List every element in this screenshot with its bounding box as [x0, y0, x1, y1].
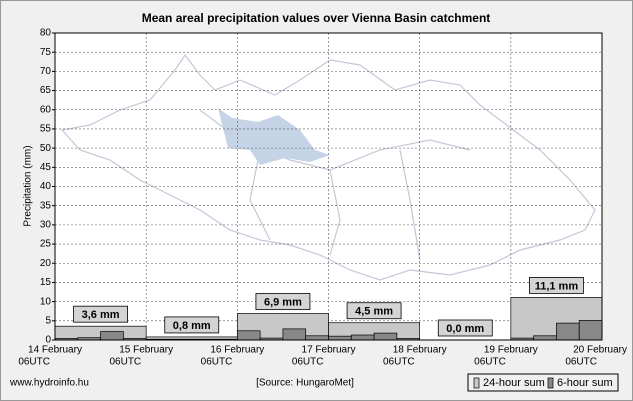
- y-tick-label: 60: [40, 104, 52, 115]
- x-tick-label: 06UTC: [18, 357, 50, 368]
- x-tick-label: 15 February: [119, 345, 173, 356]
- bar-6h: [578, 320, 603, 341]
- legend-swatch: [547, 377, 554, 389]
- x-tick-label: 06UTC: [109, 357, 141, 368]
- value-label: 3,6 mm: [82, 309, 120, 321]
- bar-6h: [350, 334, 375, 341]
- bar-6h: [556, 322, 580, 341]
- value-label-box: [164, 316, 220, 334]
- y-tick-label: 55: [40, 124, 52, 135]
- y-tick-label: 45: [40, 162, 52, 173]
- y-tick-label: 35: [40, 200, 52, 211]
- legend-swatch: [473, 377, 480, 389]
- y-tick-label: 65: [40, 85, 52, 96]
- value-label: 11,1 mm: [535, 280, 579, 292]
- x-tick-label: 06UTC: [474, 357, 506, 368]
- bar-6h: [236, 330, 261, 341]
- value-label-box: [346, 302, 402, 320]
- legend: [467, 373, 619, 392]
- value-label-box: [529, 277, 584, 294]
- x-tick-label: 06UTC: [383, 357, 415, 368]
- x-tick-label: 14 February: [28, 345, 82, 356]
- chart-title: Mean areal precipitation values over Vie…: [142, 11, 491, 25]
- bar-6h: [533, 335, 557, 341]
- legend-label: 24-hour sum: [483, 377, 545, 389]
- x-tick-label: 18 February: [393, 345, 447, 356]
- website: www.hydroinfo.hu: [9, 378, 89, 389]
- x-tick-label: 06UTC: [565, 357, 597, 368]
- x-tick-label: 06UTC: [292, 357, 324, 368]
- y-tick-label: 70: [40, 66, 52, 77]
- source: [Source: HungaroMet]: [256, 378, 354, 389]
- bar-6h: [373, 332, 398, 341]
- y-axis-label: Precipitation (mm): [23, 145, 34, 226]
- x-tick-label: 16 February: [210, 345, 264, 356]
- y-tick-label: 75: [40, 47, 52, 58]
- y-tick-label: 30: [40, 220, 52, 231]
- y-tick-label: 25: [40, 239, 52, 250]
- value-label: 4,5 mm: [355, 306, 393, 318]
- y-tick-label: 10: [40, 296, 52, 307]
- x-tick-label: 19 February: [484, 345, 538, 356]
- y-tick-label: 50: [40, 143, 52, 154]
- value-label-box: [73, 305, 128, 323]
- value-label: 0,0 mm: [446, 323, 484, 335]
- value-label-box: [255, 293, 311, 310]
- y-tick-label: 5: [45, 315, 51, 326]
- lake-area: [218, 108, 330, 165]
- y-tick-label: 40: [40, 181, 52, 192]
- x-tick-label: 20 February: [573, 345, 627, 356]
- bar-6h: [305, 335, 329, 341]
- bar-6h: [328, 335, 352, 341]
- y-tick-label: 0: [45, 335, 51, 346]
- value-label: 6,9 mm: [264, 296, 302, 308]
- y-tick-label: 80: [40, 28, 52, 39]
- y-tick-label: 15: [40, 277, 52, 288]
- x-tick-label: 17 February: [302, 345, 356, 356]
- x-tick-label: 06UTC: [201, 357, 233, 368]
- bar-6h: [100, 331, 124, 341]
- value-label: 0,8 mm: [173, 320, 211, 332]
- bar-6h: [282, 328, 307, 341]
- legend-label: 6-hour sum: [557, 377, 613, 389]
- y-tick-label: 20: [40, 258, 52, 269]
- value-label-box: [437, 319, 493, 337]
